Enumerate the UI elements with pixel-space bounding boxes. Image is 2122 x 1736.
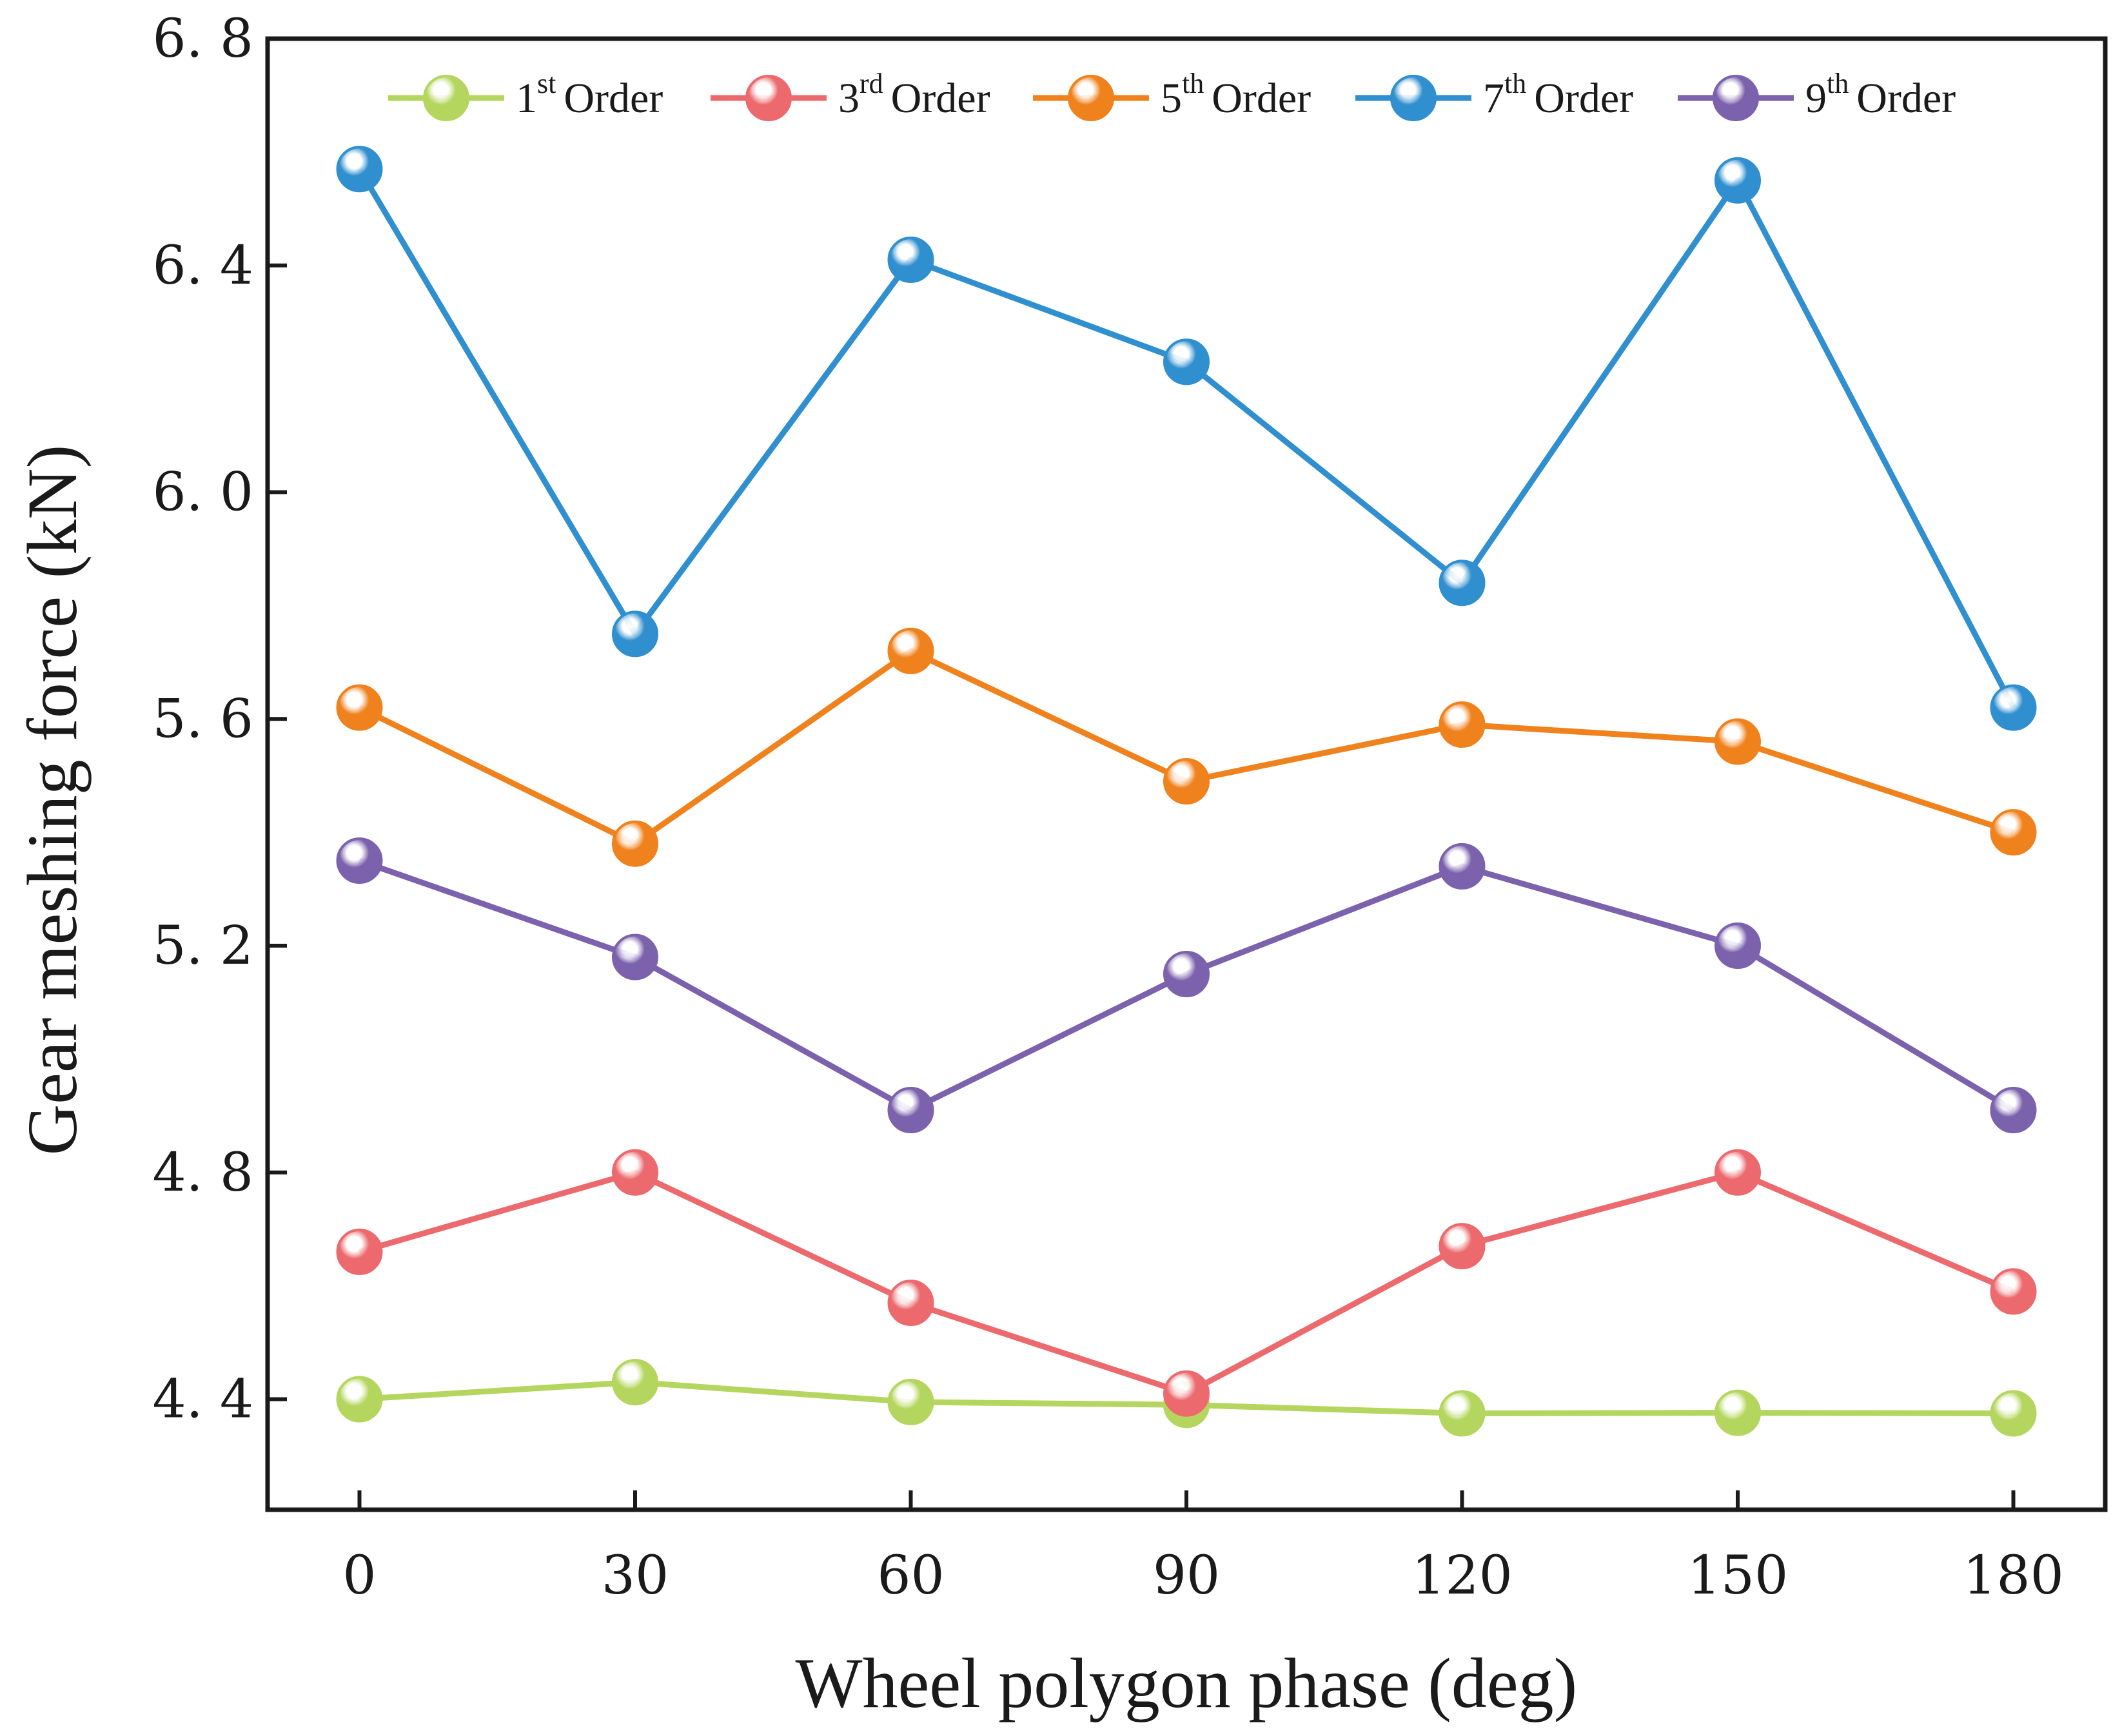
- data-point: [1439, 1390, 1486, 1437]
- data-point: [1990, 1268, 2037, 1315]
- y-tick-label: 6. 8: [153, 8, 253, 70]
- y-axis: 4. 4 4. 8 5. 2 5. 6 6. 0 6. 4 6. 8: [153, 8, 287, 1430]
- legend-label: 5th Order: [1161, 68, 1311, 122]
- x-tick-label: 120: [1411, 1545, 1513, 1606]
- legend-label: 1st Order: [516, 68, 663, 122]
- x-tick-label: 150: [1687, 1545, 1789, 1606]
- data-point: [1714, 718, 1761, 765]
- data-point: [1163, 1370, 1210, 1417]
- x-tick-label: 60: [877, 1545, 944, 1606]
- series-3rd-order: [336, 1149, 2037, 1417]
- legend-item: 1st Order: [388, 68, 663, 122]
- legend-item: 3rd Order: [711, 68, 990, 122]
- data-point: [1714, 157, 1761, 204]
- x-tick-label: 0: [342, 1545, 376, 1606]
- data-point: [887, 1280, 934, 1327]
- legend-item: 7th Order: [1355, 68, 1633, 122]
- y-tick-label: 5. 6: [153, 688, 253, 750]
- data-point: [887, 1378, 934, 1425]
- y-tick-label: 4. 4: [153, 1369, 253, 1430]
- data-point: [1714, 1149, 1761, 1196]
- data-point: [1439, 701, 1486, 748]
- data-point: [1163, 757, 1210, 805]
- data-point: [1990, 1087, 2037, 1134]
- legend-item: 9th Order: [1678, 68, 1956, 122]
- data-point: [612, 820, 658, 867]
- series-5th-order: [336, 627, 2037, 867]
- series-9th-order: [336, 837, 2037, 1134]
- data-point: [336, 146, 383, 193]
- legend: 1st Order 3rd Order 5th Order 7th Order 9th Order: [388, 68, 1956, 122]
- data-point: [612, 610, 658, 658]
- legend-marker: [1390, 75, 1437, 121]
- data-point: [887, 236, 934, 283]
- data-point: [1439, 1223, 1486, 1270]
- y-tick-label: 4. 8: [153, 1142, 253, 1204]
- data-point: [1439, 560, 1486, 607]
- data-point: [612, 1149, 658, 1196]
- x-tick-label: 90: [1153, 1545, 1220, 1606]
- y-tick-label: 5. 2: [153, 915, 253, 977]
- data-point: [1714, 922, 1761, 970]
- legend-label: 3rd Order: [838, 68, 990, 122]
- data-point: [336, 1376, 383, 1423]
- x-axis: 0 30 60 90 120 150 180: [342, 1490, 2064, 1606]
- legend-marker: [1713, 75, 1759, 121]
- x-tick-label: 30: [602, 1545, 669, 1606]
- legend-marker: [745, 75, 792, 121]
- data-point: [336, 684, 383, 731]
- x-axis-title: Wheel polygon phase (deg): [796, 1644, 1578, 1722]
- data-point: [887, 1087, 934, 1134]
- data-point: [612, 933, 658, 980]
- series-7th-order: [336, 146, 2037, 731]
- data-point: [887, 627, 934, 674]
- y-tick-label: 6. 4: [153, 235, 253, 297]
- legend-item: 5th Order: [1033, 68, 1311, 122]
- y-axis-title: Gear meshing force (kN): [13, 445, 92, 1156]
- legend-marker: [423, 75, 469, 121]
- y-tick-label: 6. 0: [153, 462, 253, 523]
- data-point: [336, 837, 383, 884]
- data-point: [612, 1359, 658, 1406]
- data-point: [1163, 338, 1210, 385]
- legend-marker: [1068, 75, 1114, 121]
- data-point: [1990, 1390, 2037, 1437]
- data-point: [1163, 950, 1210, 997]
- data-point: [336, 1228, 383, 1275]
- x-tick-label: 180: [1963, 1545, 2064, 1606]
- data-point: [1439, 843, 1486, 890]
- legend-label: 9th Order: [1805, 68, 1956, 122]
- data-point: [1714, 1389, 1761, 1436]
- data-point: [1990, 809, 2037, 856]
- legend-label: 7th Order: [1483, 68, 1633, 122]
- data-point: [1990, 684, 2037, 731]
- series-layer: [336, 146, 2037, 1437]
